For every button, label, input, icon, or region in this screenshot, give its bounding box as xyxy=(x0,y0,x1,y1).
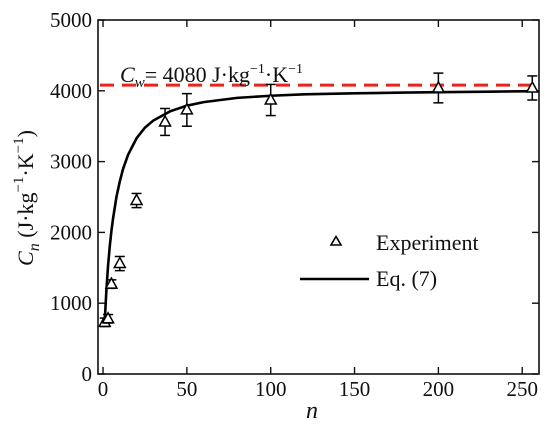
y-tick-label: 1000 xyxy=(50,291,92,315)
legend-label-eq7: Eq. (7) xyxy=(376,266,437,291)
experiment-points xyxy=(97,72,540,328)
triangle-marker xyxy=(431,80,446,93)
experiment-point xyxy=(101,311,115,324)
triangle-marker xyxy=(525,80,540,93)
legend: Experiment Eq. (7) xyxy=(300,230,479,291)
reference-label-value: = 4080 J·kg xyxy=(145,62,250,87)
y-tick-label: 3000 xyxy=(50,150,92,174)
reference-line-label: Cw= 4080 J·kg−1·K−1 xyxy=(120,62,303,91)
experiment-point xyxy=(431,72,446,104)
plot-frame xyxy=(97,19,540,375)
x-axis-label: n xyxy=(306,398,318,424)
triangle-marker xyxy=(263,92,278,105)
y-axis-units-sup1: −1 xyxy=(11,177,27,193)
experiment-point xyxy=(113,255,127,272)
x-tick-label: 150 xyxy=(339,377,371,401)
y-tick-label: 2000 xyxy=(50,220,92,244)
reference-label-symbol: C xyxy=(120,62,135,87)
triangle-marker xyxy=(158,114,172,127)
experiment-point xyxy=(129,192,144,209)
triangle-marker xyxy=(101,311,115,324)
experiment-point xyxy=(158,107,172,137)
reference-label-subscript: w xyxy=(135,75,145,91)
experiment-point xyxy=(104,276,119,290)
x-tick-label: 100 xyxy=(255,377,287,401)
y-axis-units-mid: ·K xyxy=(13,153,38,176)
y-tick-label: 5000 xyxy=(50,8,92,32)
y-tick-label: 4000 xyxy=(50,79,92,103)
x-tick-labels: 0 50 100 150 200 250 xyxy=(98,377,538,401)
svg-text:Cn (J·kg−1·K−1): Cn (J·kg−1·K−1) xyxy=(11,130,43,266)
model-curve-group xyxy=(103,89,536,322)
y-axis-subscript: n xyxy=(26,243,43,251)
reference-label-mid: ·K xyxy=(265,62,288,87)
reference-label-sup1: −1 xyxy=(250,62,265,77)
y-axis-units-pre: (J·kg xyxy=(13,193,38,244)
reference-label-sup2: −1 xyxy=(288,62,303,77)
experiment-point xyxy=(525,75,540,101)
y-axis-label: Cn (J·kg−1·K−1) xyxy=(11,130,43,266)
x-tick-label: 0 xyxy=(98,377,109,401)
y-axis-units-sup2: −1 xyxy=(11,137,27,153)
triangle-marker xyxy=(113,255,127,269)
legend-marker-experiment xyxy=(329,234,343,246)
legend-label-experiment: Experiment xyxy=(376,230,479,255)
experiment-point xyxy=(263,83,278,117)
y-tick-label: 0 xyxy=(82,362,93,386)
y-axis-symbol: C xyxy=(13,251,38,266)
triangle-marker xyxy=(129,192,144,206)
x-tick-label: 50 xyxy=(176,377,197,401)
experiment-point xyxy=(180,92,194,127)
triangle-marker xyxy=(104,276,119,289)
x-tick-label: 250 xyxy=(506,377,538,401)
model-curve xyxy=(103,89,536,322)
y-tick-labels: 0 1000 2000 3000 4000 5000 xyxy=(50,8,92,386)
x-tick-label: 200 xyxy=(423,377,455,401)
y-axis-units-post: ) xyxy=(13,130,38,137)
triangle-marker xyxy=(180,102,194,115)
